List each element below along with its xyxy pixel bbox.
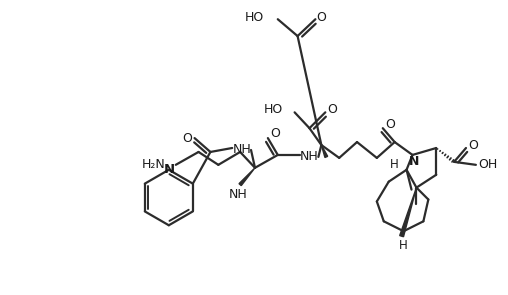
Text: H₂N: H₂N [142,158,166,171]
Polygon shape [400,188,417,237]
Text: O: O [183,132,193,145]
Polygon shape [322,145,328,158]
Text: O: O [316,11,326,24]
Text: NH: NH [233,143,251,156]
Polygon shape [239,168,255,186]
Text: O: O [270,127,280,140]
Text: O: O [385,118,395,131]
Text: NH: NH [300,150,319,163]
Text: O: O [327,103,337,116]
Text: HO: HO [245,11,264,24]
Text: H: H [399,239,408,252]
Text: O: O [468,139,478,152]
Text: HO: HO [264,103,283,116]
Text: NH: NH [229,188,247,201]
Text: N: N [164,163,175,176]
Text: N: N [409,155,420,168]
Text: OH: OH [478,158,497,171]
Text: H: H [390,158,399,171]
